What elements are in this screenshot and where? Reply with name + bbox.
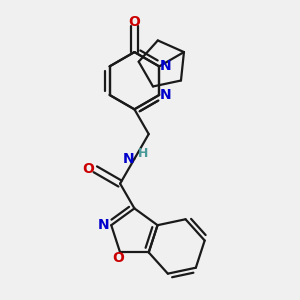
Text: N: N — [160, 88, 172, 102]
Text: N: N — [98, 218, 110, 232]
Text: O: O — [128, 15, 140, 29]
Text: O: O — [112, 251, 124, 266]
Text: N: N — [160, 59, 172, 74]
Text: H: H — [138, 147, 148, 160]
Text: O: O — [83, 162, 94, 176]
Text: N: N — [122, 152, 134, 166]
